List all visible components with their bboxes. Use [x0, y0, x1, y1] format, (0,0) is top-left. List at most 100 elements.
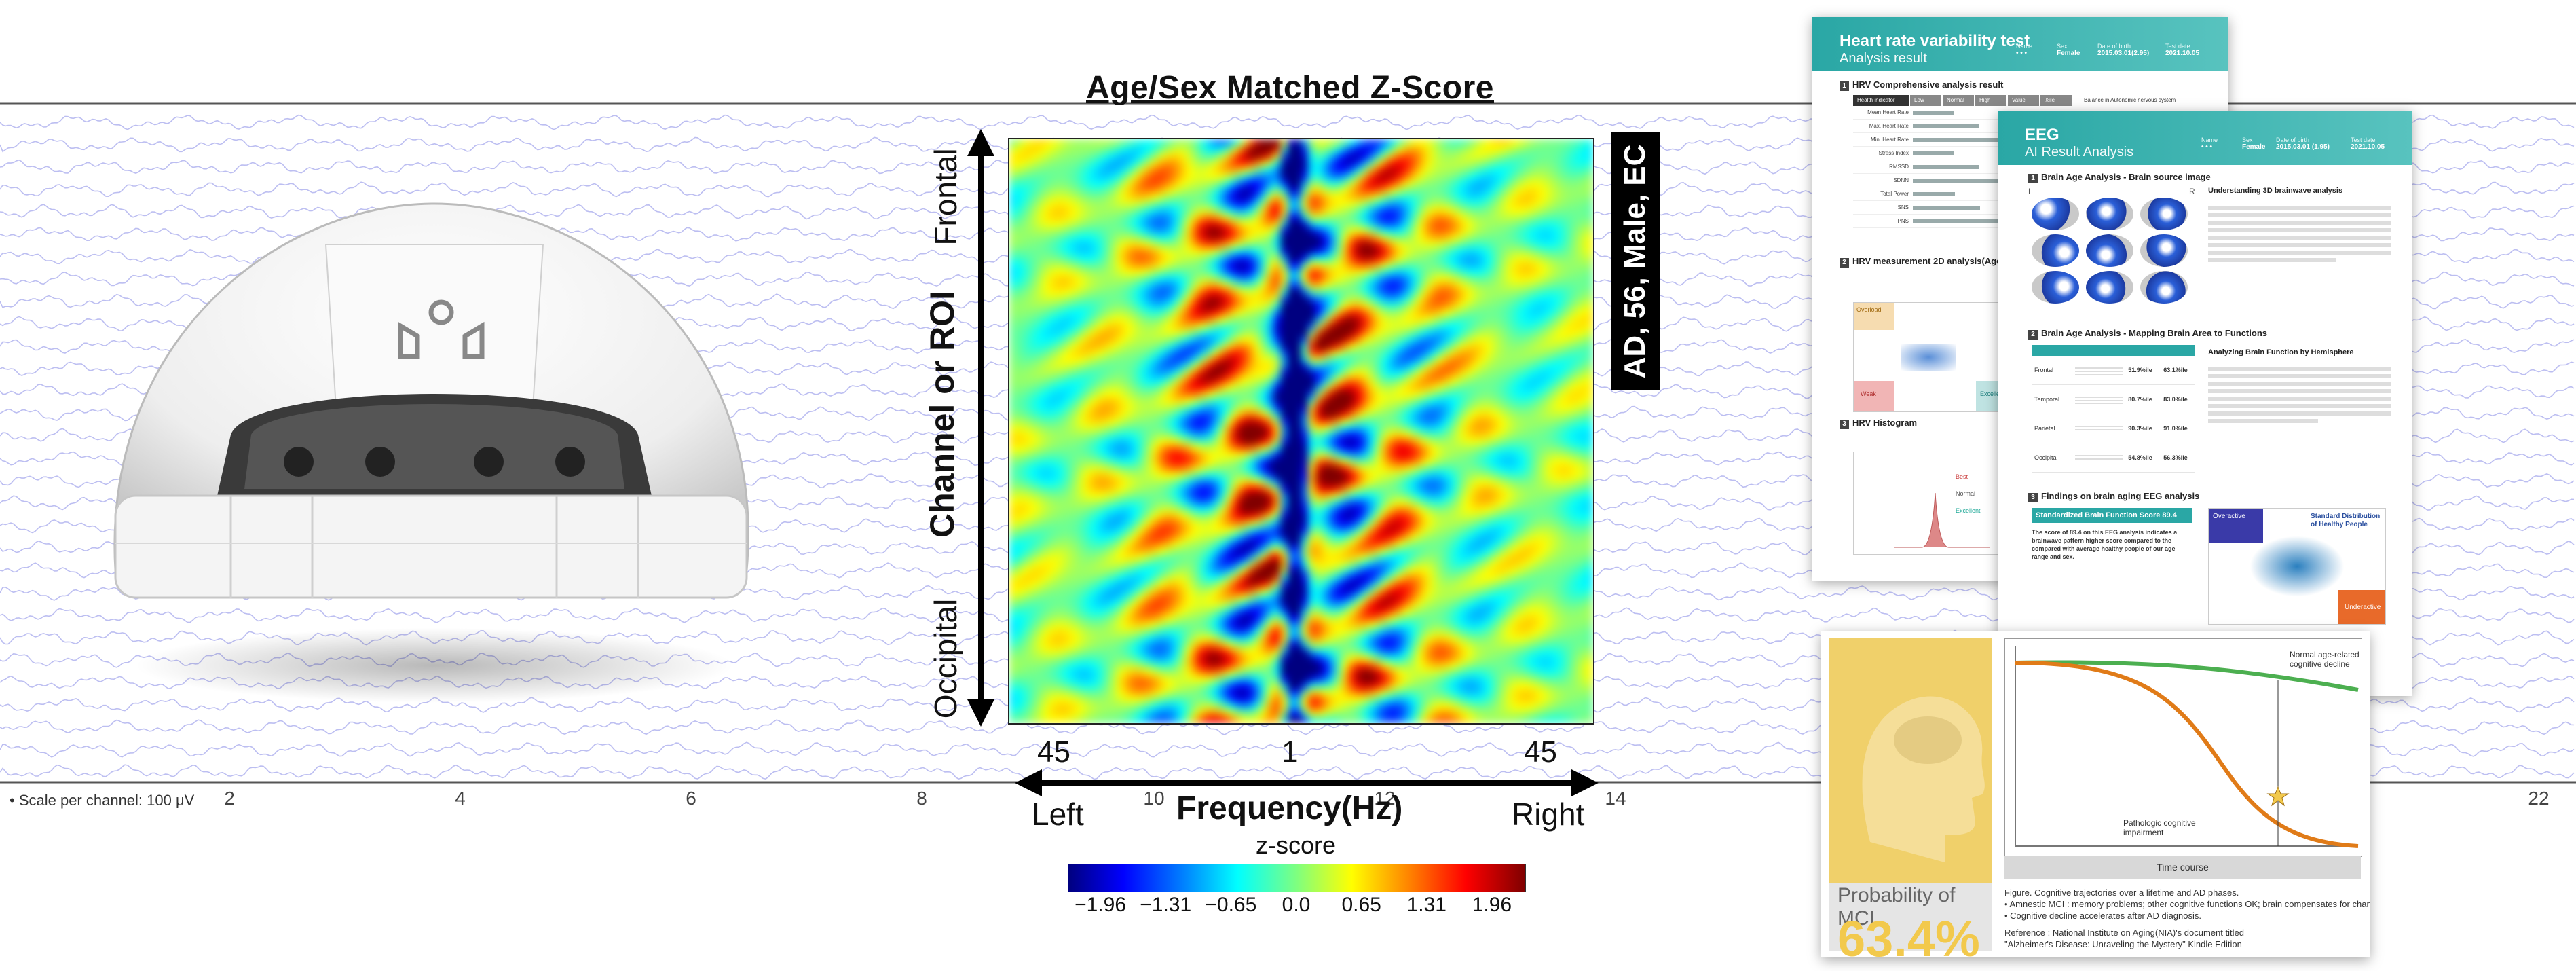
brain-function-percentile: 54.8%ile: [2128, 454, 2152, 461]
heatmap-title: Age/Sex Matched Z-Score: [1086, 70, 1494, 106]
x-axis-label: Frequency(Hz): [1176, 790, 1403, 826]
reference-line-1: Reference : National Institute on Aging(…: [2004, 928, 2244, 938]
brain-render-image: [2086, 271, 2133, 304]
hrv-row-label: PNS: [1897, 218, 1909, 224]
healthy-distribution-scatter: Overactive Underactive Standard Distribu…: [2208, 508, 2386, 625]
hrv-row-label: Min. Heart Rate: [1870, 136, 1909, 143]
hrv-report-subtitle: Analysis result: [1840, 51, 1927, 66]
brain-region-label: Frontal: [2034, 367, 2054, 373]
eeg-label-right: R: [2189, 187, 2195, 196]
hrv-table-header-cell: Health indicator: [1853, 95, 1909, 106]
brain-render-image: [2086, 234, 2133, 267]
y-axis-label: Channel or ROI: [923, 291, 961, 538]
colorbar: [1068, 864, 1526, 892]
brain-render-image: [2140, 271, 2188, 304]
eeg-report-title: EEG: [2025, 126, 2059, 144]
brain-render-image: [2032, 198, 2079, 230]
hrv-section-1: 1 HRV Comprehensive analysis result: [1840, 79, 2003, 91]
brain-function-percentile: 91.0%ile: [2163, 425, 2188, 432]
brain-function-percentile: 90.3%ile: [2128, 425, 2152, 432]
hrv-row-label: SDNN: [1893, 177, 1909, 183]
y-axis-arrow: [967, 129, 994, 727]
hrv-report-header: Heart rate variability test Analysis res…: [1812, 17, 2228, 71]
x-tick-center: 1: [1282, 735, 1299, 769]
brain-function-percentile: 56.3%ile: [2163, 454, 2188, 461]
brain-function-percentile: 51.9%ile: [2128, 367, 2152, 373]
hrv-chart-label-excellent: Excellent: [1980, 390, 2005, 397]
hrv-hist-label-best: Best: [1956, 473, 1968, 480]
brain-function-table: Frontal 51.9%ile 63.1%ile Temporal 80.7%ile 8…: [2032, 345, 2195, 474]
x-axis-right-label: Right: [1512, 796, 1585, 832]
eeg-meta-test-date: Test date 2021.10.05: [2351, 136, 2385, 151]
scatter-label-overactive: Overactive: [2213, 513, 2245, 520]
hrv-row-bar: [1913, 124, 1979, 128]
eeg-time-tick: 22: [2528, 788, 2550, 809]
eeg-time-tick: 10: [1143, 788, 1165, 809]
hrv-hist-label-normal: Normal: [1956, 490, 1976, 497]
hrv-histogram-curve: [1894, 492, 1990, 548]
figure-caption-2: • Amnestic MCI : memory problems; other …: [2004, 899, 2370, 909]
brain-function-percentile: 83.0%ile: [2163, 396, 2188, 403]
colorbar-title: z-score: [1256, 831, 1337, 859]
hrv-row-bar: [1913, 151, 1954, 155]
brain-render-image: [2140, 234, 2188, 267]
hrv-row-bar: [1913, 205, 1980, 210]
hrv-row-label: Max. Heart Rate: [1869, 123, 1909, 129]
hrv-table-header-cell: %ile: [2040, 95, 2072, 106]
eeg-time-tick: 14: [1605, 788, 1626, 809]
colorbar-tick: −1.96: [1075, 894, 1127, 916]
scatter-label-underactive: Underactive: [2345, 604, 2381, 611]
hrv-table-side-label: Balance in Autonomic nervous system: [2084, 97, 2176, 103]
brain-function-row: Frontal 51.9%ile 63.1%ile: [2032, 356, 2195, 385]
brain-function-table-header: [2032, 345, 2195, 356]
brain-function-percentile: 80.7%ile: [2128, 396, 2152, 403]
eeg-time-tick: 12: [1374, 788, 1396, 809]
subject-badge: [1611, 132, 1660, 390]
brain-render-image: [2140, 198, 2188, 230]
eeg-report-header: EEG AI Result Analysis Name • • • Sex Fema…: [1998, 111, 2412, 165]
colorbar-tick: 0.65: [1341, 894, 1381, 916]
eeg-subheading-hemisphere: Analyzing Brain Function by Hemisphere: [2208, 348, 2354, 356]
brain-render-image: [2032, 271, 2079, 304]
hrv-table-header-cell: Value: [2008, 95, 2039, 106]
hrv-hist-label-excellent: Excellent: [1956, 507, 1981, 514]
brain-render-image: [2086, 198, 2133, 230]
hrv-2d-chart: Overload Weak Excellent: [1853, 302, 2017, 412]
eeg-meta-name: Name • • •: [2201, 136, 2218, 151]
headset-logo-icon: [398, 299, 485, 359]
hrv-row-label: Total Power: [1880, 191, 1909, 197]
eeg-3d-text-block: [2208, 202, 2391, 265]
time-course-label: Time course: [2004, 856, 2361, 879]
zscore-heatmap: [1008, 138, 1594, 725]
eeg-time-tick: 6: [686, 788, 696, 809]
hrv-section-3: 3 HRV Histogram: [1840, 418, 1917, 429]
eeg-section-3: 3 Findings on brain aging EEG analysis: [2028, 491, 2199, 502]
scatter-title: Standard Distribution of Healthy People: [2311, 513, 2381, 528]
brain-region-label: Occipital: [2034, 454, 2058, 461]
eeg-report-card: EEG AI Result Analysis Name • • • Sex Fema…: [1998, 111, 2412, 696]
eeg-meta-dob: Date of birth 2015.03.01 (1.95): [2276, 136, 2330, 151]
brain-region-label: Parietal: [2034, 425, 2055, 432]
pathologic-decline-label: Pathologic cognitive impairment: [2123, 818, 2196, 837]
eeg-hemisphere-text-block: [2208, 363, 2391, 426]
colorbar-tick: −0.65: [1205, 894, 1257, 916]
eeg-meta-sex: Sex Female: [2242, 136, 2266, 151]
eeg-label-left: L: [2028, 187, 2033, 196]
mci-probability-label: Probability of MCI: [1837, 884, 1956, 930]
hrv-meta-name: Name • • •: [2016, 43, 2033, 57]
eeg-time-tick: 2: [224, 788, 235, 809]
brain-render-image: [2032, 234, 2079, 267]
brain-function-row: Parietal 90.3%ile 91.0%ile: [2032, 414, 2195, 443]
hrv-row-bar: [1913, 164, 1979, 169]
eeg-scale-label: • Scale per channel: 100 μV: [10, 792, 195, 809]
hrv-row-label: RMSSD: [1889, 164, 1909, 170]
brain-function-percentile: 63.1%ile: [2163, 367, 2188, 373]
hrv-meta-test-date: Test date 2021.10.05: [2165, 43, 2200, 57]
mci-probability-value: 63.4%: [1837, 911, 1980, 957]
y-axis-bottom-label: Occipital: [928, 598, 963, 719]
eeg-subheading-3d: Understanding 3D brainwave analysis: [2208, 187, 2343, 195]
hrv-row-bar: [1913, 137, 2004, 142]
reference-line-2: "Alzheimer's Disease: Unraveling the Mys…: [2004, 939, 2242, 949]
hrv-row-bar: [1913, 219, 2005, 223]
brain-region-label: Temporal: [2034, 396, 2060, 403]
